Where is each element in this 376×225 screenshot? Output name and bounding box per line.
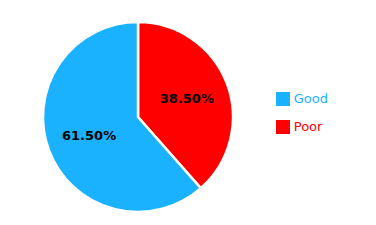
html-text:Poor: Poor	[293, 118, 323, 134]
svg-text:61.50%: 61.50%	[62, 128, 116, 143]
svg-text:38.50%: 38.50%	[160, 91, 214, 106]
html-text:Good: Good	[293, 90, 328, 106]
